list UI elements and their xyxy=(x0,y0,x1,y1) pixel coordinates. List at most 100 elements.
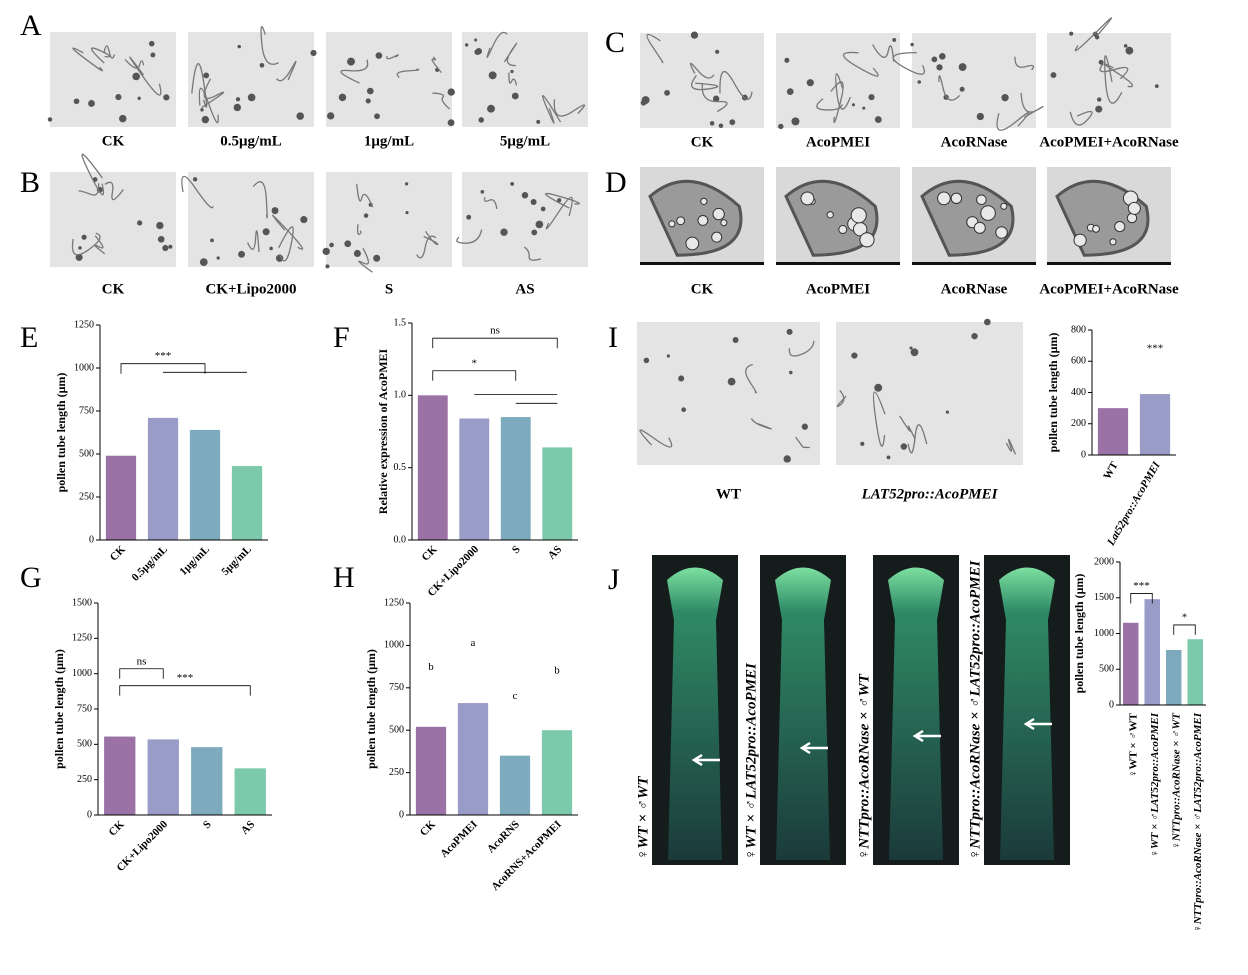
pollen xyxy=(157,235,165,243)
image-caption: AcoPMEI xyxy=(806,134,870,150)
tube xyxy=(340,59,369,84)
pollen xyxy=(868,94,875,101)
bracket xyxy=(120,363,206,374)
y-tick-label: 1250 xyxy=(74,319,94,330)
pollen xyxy=(910,42,914,47)
tube xyxy=(252,181,268,219)
tube xyxy=(899,415,916,440)
tube xyxy=(104,181,124,201)
y-tick-label: 600 xyxy=(1071,356,1086,367)
image-caption: CK xyxy=(691,134,714,150)
vesicle xyxy=(973,221,986,234)
pollen xyxy=(510,69,514,74)
x-tick-label: CK xyxy=(107,818,127,838)
group-letter: b xyxy=(428,661,434,673)
tube xyxy=(416,235,437,259)
y-tick-label: 1000 xyxy=(74,362,94,373)
bar xyxy=(191,747,223,815)
tube xyxy=(795,436,810,449)
significance: ns xyxy=(137,655,147,667)
pollen xyxy=(373,254,381,262)
bracket xyxy=(432,370,517,381)
pollen xyxy=(168,244,173,249)
tube xyxy=(356,183,374,208)
pollen xyxy=(801,423,808,430)
pollen xyxy=(971,332,978,340)
pollen xyxy=(363,213,369,218)
pollen xyxy=(510,182,515,186)
pollen xyxy=(1095,105,1103,113)
bar xyxy=(499,755,531,815)
image-caption: CK xyxy=(102,133,125,149)
y-tick-label: 500 xyxy=(1099,664,1114,675)
y-tick-label: 2000 xyxy=(1094,556,1114,567)
image-caption: AcoPMEI xyxy=(806,281,870,297)
tube xyxy=(1020,92,1044,118)
x-tick-label: 5μg/mL xyxy=(219,543,254,578)
pollen xyxy=(478,117,484,123)
panel-letter: J xyxy=(608,563,620,596)
pollen xyxy=(909,346,913,350)
arrow xyxy=(912,729,941,743)
micrograph xyxy=(50,32,176,127)
x-tick-label: AcoRNS xyxy=(485,818,522,855)
tube xyxy=(907,424,928,454)
pollen xyxy=(1125,46,1134,55)
pollen xyxy=(874,383,883,392)
y-tick-label: 0 xyxy=(1081,449,1086,460)
pollen xyxy=(78,246,82,250)
tube xyxy=(1099,63,1129,80)
pollen xyxy=(936,64,943,71)
micrograph xyxy=(462,172,588,267)
pollen xyxy=(466,214,472,220)
tube xyxy=(646,33,664,64)
tube xyxy=(91,47,111,64)
y-axis-label: pollen tube length (μm) xyxy=(1072,574,1086,694)
pollen xyxy=(1123,44,1128,48)
y-tick-label: 750 xyxy=(79,405,94,416)
pollen xyxy=(132,72,140,81)
tube xyxy=(830,81,844,124)
tube xyxy=(486,31,508,59)
significance: * xyxy=(472,357,478,369)
bar xyxy=(541,730,573,815)
group-letter: b xyxy=(554,664,560,676)
y-tick-label: 1.5 xyxy=(394,317,407,328)
micrograph xyxy=(637,322,820,465)
tube xyxy=(129,56,162,96)
vesicle xyxy=(1109,238,1117,246)
pollen xyxy=(678,375,685,382)
pollen xyxy=(729,119,736,126)
micrograph xyxy=(462,32,588,127)
pollen xyxy=(200,108,204,112)
pollen xyxy=(480,190,485,194)
pollen xyxy=(727,377,736,386)
pollen xyxy=(530,199,537,206)
tube xyxy=(745,363,757,394)
micrograph xyxy=(640,33,764,128)
significance: *** xyxy=(155,350,172,362)
bar xyxy=(1144,599,1160,705)
bar xyxy=(231,466,263,540)
tube xyxy=(1014,56,1035,71)
tube xyxy=(78,183,100,196)
pollen xyxy=(374,113,380,120)
bar xyxy=(189,429,221,540)
pollen xyxy=(500,228,508,236)
tube xyxy=(191,63,208,108)
pollen xyxy=(269,246,273,251)
pollen xyxy=(892,37,897,42)
image-caption: LAT52pro::AcoPMEI xyxy=(861,486,999,502)
micrograph xyxy=(326,172,452,267)
x-tick-label: WT xyxy=(1101,459,1121,481)
significance: * xyxy=(1182,611,1188,623)
vesicle xyxy=(980,205,996,221)
micrograph xyxy=(188,172,314,267)
tube xyxy=(386,54,399,60)
tube xyxy=(456,229,483,244)
pollen xyxy=(216,256,220,260)
vesicle xyxy=(700,197,708,205)
pollen xyxy=(365,98,371,104)
bracket xyxy=(119,668,164,679)
pollen xyxy=(643,357,650,364)
